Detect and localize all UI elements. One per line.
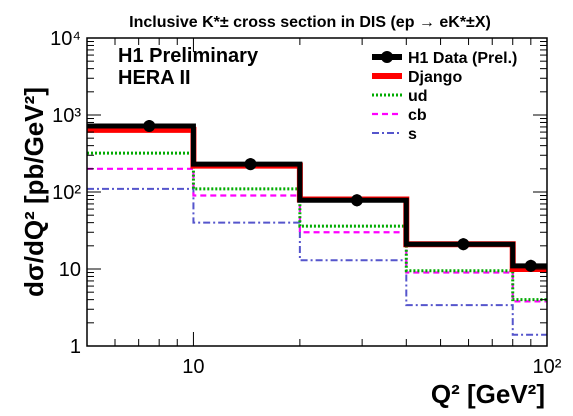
data-point bbox=[143, 119, 156, 132]
legend-label: H1 Data (Prel.) bbox=[408, 50, 517, 67]
step-cb bbox=[87, 167, 547, 303]
legend-label: ud bbox=[408, 88, 428, 105]
y-tick-label: 10⁴ bbox=[50, 28, 81, 50]
step-ud bbox=[87, 151, 547, 302]
y-tick-label: 10 bbox=[59, 259, 81, 281]
x-tick-label: 10 bbox=[182, 356, 204, 378]
y-tick-label: 10³ bbox=[52, 105, 81, 127]
data-point bbox=[524, 259, 537, 272]
legend-marker bbox=[381, 51, 393, 63]
y-tick-label: 1 bbox=[70, 336, 81, 358]
axis-ticks bbox=[86, 38, 548, 347]
step-s bbox=[87, 187, 547, 336]
x-tick-label: 10² bbox=[533, 356, 562, 378]
data-point bbox=[244, 158, 257, 171]
annotation-hera-ii: HERA II bbox=[118, 67, 191, 89]
x-axis-label: Q² [GeV²] bbox=[431, 379, 545, 409]
chart-title: Inclusive K*± cross section in DIS (ep →… bbox=[129, 14, 491, 31]
annotation-h1-preliminary: H1 Preliminary bbox=[118, 45, 259, 67]
data-point bbox=[350, 194, 363, 207]
legend-label: Django bbox=[408, 69, 462, 86]
y-axis-label: dσ/dQ² [pb/GeV²] bbox=[19, 87, 49, 297]
data-points-layer bbox=[87, 119, 547, 272]
data-point bbox=[457, 238, 470, 251]
legend-label: s bbox=[408, 126, 417, 143]
legend: H1 Data (Prel.) Django ud cb s bbox=[372, 50, 517, 143]
y-tick-label: 10² bbox=[52, 182, 81, 204]
legend-label: cb bbox=[408, 107, 427, 124]
tick-labels: 1 10 10² 10³ 10⁴ 10 10² bbox=[50, 28, 562, 378]
